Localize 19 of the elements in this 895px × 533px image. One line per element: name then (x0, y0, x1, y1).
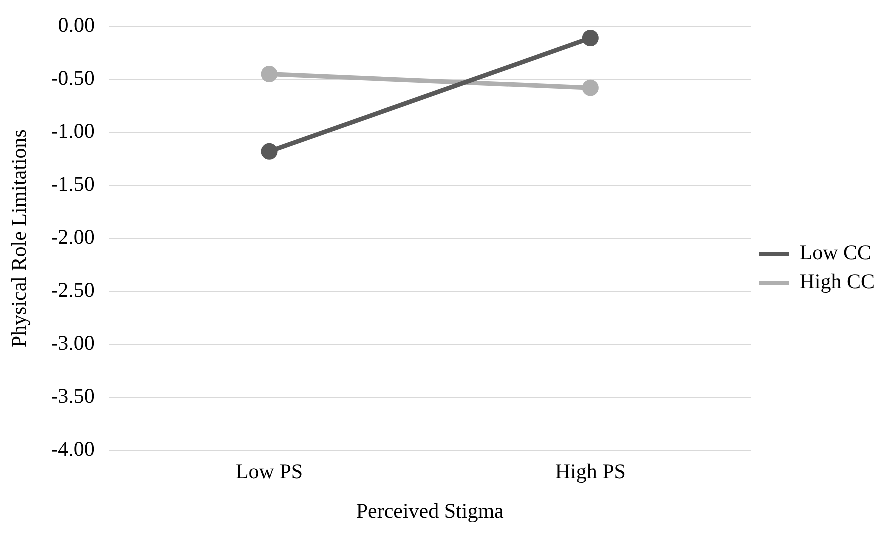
x-tick-label: Low PS (236, 460, 304, 484)
y-tick-label: -3.00 (51, 331, 95, 356)
legend-label: High CC (800, 270, 875, 294)
y-tick-label: -2.00 (51, 225, 95, 250)
y-tick-label: -0.50 (51, 66, 95, 90)
x-axis-title: Perceived Stigma (356, 498, 505, 523)
legend-label: Low CC (800, 240, 872, 265)
y-tick-label: 0.00 (58, 13, 95, 38)
x-tick-label: High PS (555, 460, 626, 484)
point (582, 80, 599, 96)
point (261, 66, 278, 83)
point (582, 30, 599, 47)
y-tick-label: -3.50 (51, 384, 95, 408)
y-axis-title: Physical Role Limitations (7, 130, 32, 348)
y-tick-label: -1.50 (51, 172, 95, 196)
y-tick-label: -1.00 (51, 119, 95, 144)
y-tick-label: -4.00 (51, 437, 95, 462)
y-tick-label: -2.50 (51, 278, 95, 302)
point (261, 143, 278, 160)
